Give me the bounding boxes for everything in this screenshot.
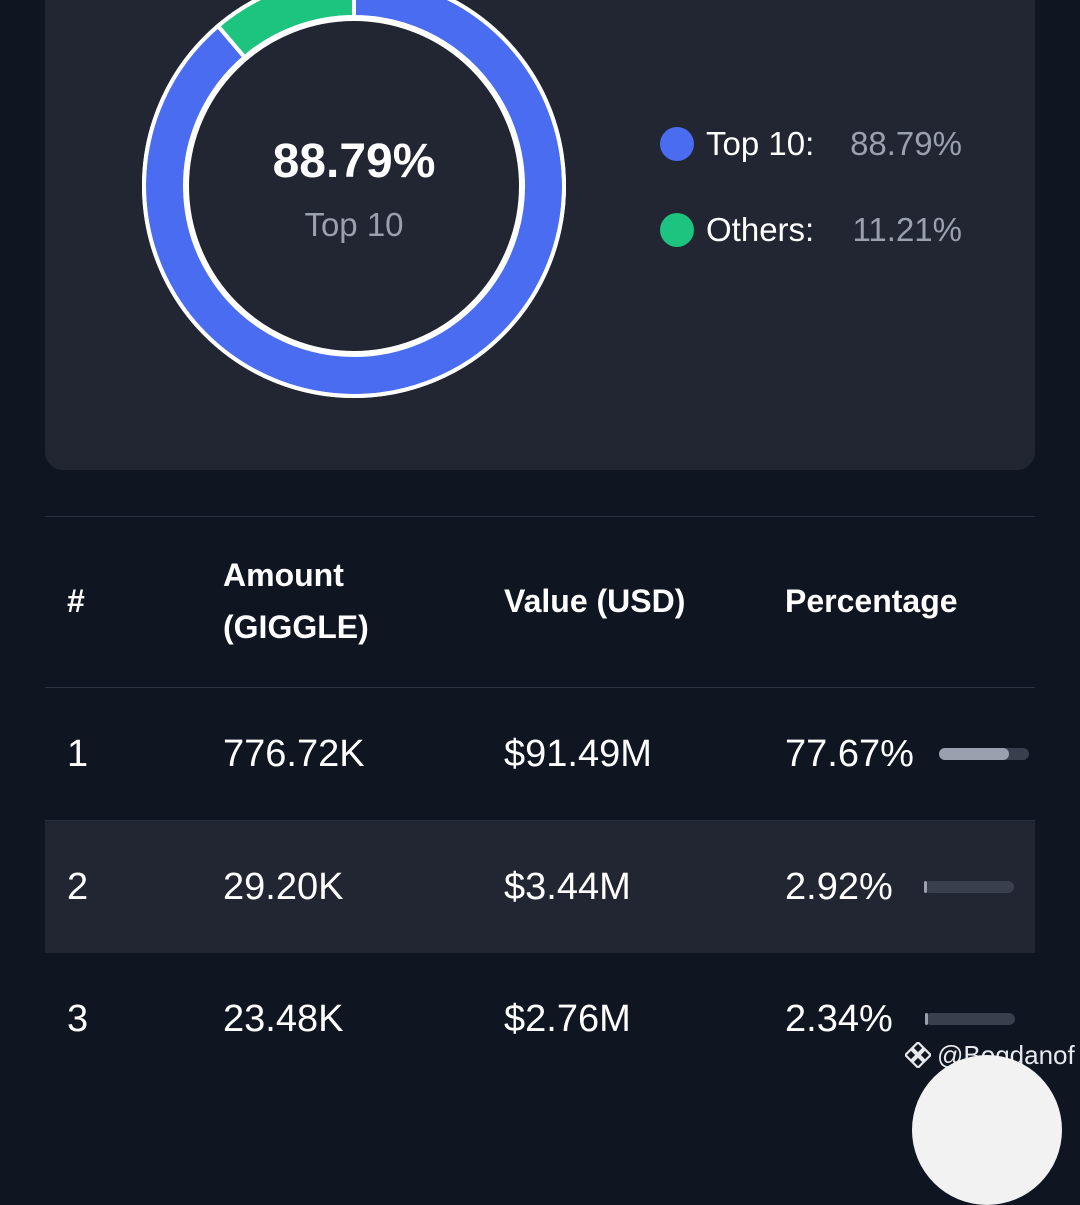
header-divider	[45, 687, 1035, 688]
donut-center-value: 88.79%	[272, 135, 436, 188]
floating-action-button[interactable]	[912, 1055, 1062, 1205]
table-row[interactable]: 1 776.72K $91.49M 77.67%	[45, 688, 1035, 820]
table-top-divider	[45, 516, 1035, 517]
row-percentage: 2.92%	[785, 866, 893, 908]
legend-item-others: Others: 11.21%	[660, 210, 962, 250]
table-row[interactable]: 2 29.20K $3.44M 2.92%	[45, 821, 1035, 953]
row-amount: 29.20K	[223, 866, 344, 908]
percentage-bar-fill	[924, 881, 927, 893]
donut-center-label: Top 10	[304, 206, 404, 243]
legend-dot-others	[660, 213, 694, 247]
row-value: $2.76M	[504, 998, 631, 1040]
legend-label-others: Others:	[706, 211, 815, 248]
header-rank: #	[67, 583, 85, 619]
percentage-bar	[939, 748, 1029, 760]
legend-label-top10: Top 10:	[706, 125, 815, 162]
binance-icon	[905, 1042, 931, 1068]
header-value: Value (USD)	[504, 583, 686, 619]
percentage-bar-fill	[939, 748, 1009, 760]
header-percentage: Percentage	[785, 583, 958, 619]
percentage-bar	[924, 881, 1014, 893]
table-row[interactable]: 3 23.48K $2.76M 2.34%	[45, 953, 1035, 1085]
row-amount: 23.48K	[223, 998, 344, 1040]
header-amount: Amount	[223, 557, 344, 593]
row-rank: 1	[67, 733, 89, 775]
row-amount: 776.72K	[223, 733, 365, 775]
legend-item-top10: Top 10: 88.79%	[660, 124, 962, 164]
row-percentage: 2.34%	[785, 998, 893, 1040]
table-header: # Amount (GIGGLE) Value (USD) Percentage	[45, 517, 1035, 687]
holder-distribution-donut	[142, 0, 566, 398]
legend-value-top10: 88.79%	[850, 125, 962, 162]
row-value: $3.44M	[504, 866, 631, 908]
row-value: $91.49M	[504, 733, 652, 775]
legend-value-others: 11.21%	[852, 211, 962, 248]
header-amount-unit: (GIGGLE)	[223, 609, 369, 645]
donut-inner-ring	[185, 17, 523, 355]
row-divider	[45, 820, 1035, 821]
percentage-bar-fill	[925, 1013, 928, 1025]
percentage-bar	[925, 1013, 1015, 1025]
donut-outer-ring	[142, 0, 566, 398]
legend-dot-top10	[660, 127, 694, 161]
row-rank: 2	[67, 866, 89, 908]
row-rank: 3	[67, 998, 89, 1040]
row-percentage: 77.67%	[785, 733, 914, 775]
